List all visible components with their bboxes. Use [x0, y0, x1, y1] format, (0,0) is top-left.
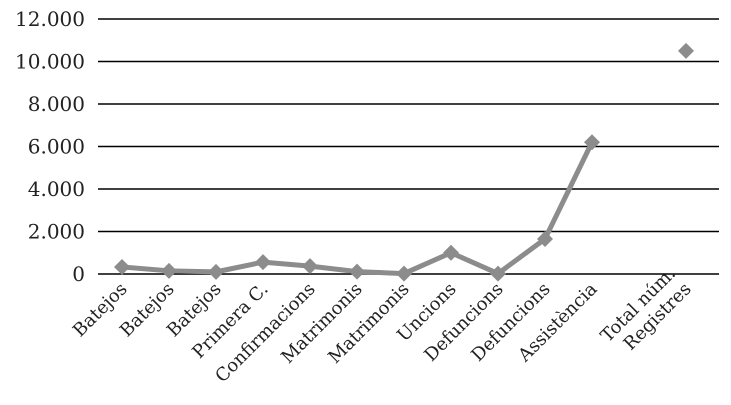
data-point-12: [678, 42, 694, 59]
data-point-4: [302, 258, 318, 275]
y-tick-label: 6.000: [28, 135, 85, 159]
data-point-6: [396, 265, 412, 282]
data-point-5: [349, 263, 365, 280]
data-point-0: [114, 258, 130, 275]
y-tick-label: 10.000: [15, 50, 85, 74]
data-point-3: [255, 254, 271, 271]
data-point-10: [584, 134, 600, 151]
data-point-1: [161, 262, 177, 279]
grid-layer: [98, 18, 719, 275]
data-point-7: [443, 244, 459, 261]
y-tick-label: 2.000: [28, 220, 85, 244]
data-point-2: [208, 263, 224, 280]
data-point-layer: [114, 42, 694, 282]
series-line-layer: [119, 139, 595, 277]
y-tick-label: 4.000: [28, 177, 85, 201]
x-category-label: Total núm.Registres: [597, 263, 696, 362]
y-tick-label: 8.000: [28, 92, 85, 116]
data-point-9: [537, 230, 553, 247]
data-point-8: [490, 265, 506, 282]
y-tick-label: 12.000: [15, 7, 85, 31]
series-line-0: [119, 139, 595, 277]
y-axis-tick-labels: 0 2.000 4.000 6.000 8.000 10.000 12.000: [15, 7, 85, 286]
y-tick-label: 0: [72, 262, 85, 286]
